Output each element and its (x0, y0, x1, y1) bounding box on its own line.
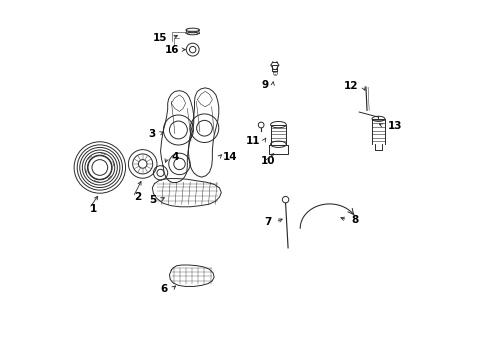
Text: 7: 7 (264, 217, 271, 227)
Bar (272, 65, 277, 71)
Text: 12: 12 (344, 81, 358, 91)
Text: 15: 15 (153, 33, 167, 43)
Text: 9: 9 (261, 80, 268, 90)
Text: 16: 16 (164, 45, 179, 55)
Text: 14: 14 (223, 153, 237, 162)
Text: 13: 13 (386, 121, 401, 131)
Text: 5: 5 (149, 195, 156, 204)
Text: 10: 10 (261, 157, 275, 166)
Text: 3: 3 (148, 129, 155, 139)
Text: 1: 1 (90, 203, 97, 213)
Text: 11: 11 (245, 136, 259, 146)
Text: 6: 6 (160, 284, 167, 294)
Text: 4: 4 (171, 152, 179, 162)
Text: 2: 2 (133, 192, 141, 202)
Text: 8: 8 (351, 215, 358, 225)
